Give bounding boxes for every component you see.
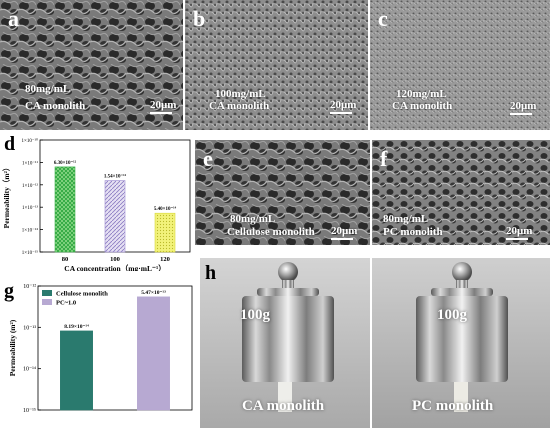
sem-image-e (195, 140, 370, 245)
bar-120 (154, 212, 176, 253)
sem-panel-f: f 80mg/mL PC monolith 20μm (372, 140, 550, 245)
y-tick-label: 1×10⁻¹⁴ (22, 228, 38, 234)
photo-panel-h: h 100g 100g CA monolith PC monolith (200, 258, 550, 428)
y-tick-label: 10⁻¹² (23, 284, 36, 290)
scale-label-a: 20μm (150, 99, 177, 111)
data-label: 1.54×10⁻¹² (104, 174, 127, 180)
bar-100 (104, 180, 126, 253)
chart-panel-d: d 1×10⁻¹⁰ 1×10⁻¹¹ 1×10⁻¹² 1×10⁻¹³ 1×10⁻¹⁴ 1×1… (0, 133, 192, 271)
sem-panel-a: a 80mg/mL CA monolith 20μm (0, 0, 183, 130)
y-tick-label: 1×10⁻¹² (22, 183, 38, 189)
sem-panel-c: c 120mg/mL CA monolith 20μm (370, 0, 550, 130)
x-axis-label: CA concentration（mg·mL⁻¹） (64, 263, 165, 271)
material-label-a: CA monolith (25, 100, 86, 112)
sem-image-c (370, 0, 550, 130)
concentration-label-a: 80mg/mL (25, 83, 71, 95)
panel-label-g: g (4, 280, 14, 302)
data-label: 8.19×10⁻¹⁴ (64, 324, 89, 330)
material-label-e: Cellulose monolith (227, 226, 315, 238)
scale-bar-c (510, 113, 532, 115)
y-axis-label: Permeability (m²) (8, 319, 17, 376)
scale-label-b: 20μm (330, 99, 357, 111)
data-label: 5.40×10⁻¹⁴ (154, 206, 177, 212)
scale-label-c: 20μm (510, 100, 537, 112)
panel-label-b: b (193, 6, 206, 31)
permeability-chart-d: 1×10⁻¹⁰ 1×10⁻¹¹ 1×10⁻¹² 1×10⁻¹³ 1×10⁻¹⁴ 1×10⁻… (1, 138, 191, 271)
y-axis-label: Permeability（m²） (1, 164, 11, 229)
sem-image-b (185, 0, 368, 130)
scale-bar-e (331, 238, 353, 240)
y-tick-label: 10⁻¹³ (23, 325, 36, 331)
chart-panel-g: g 10⁻¹² 10⁻¹³ 10⁻¹⁴ 10⁻¹⁵ 8.19×10⁻¹⁴ 5.47×10⁻… (0, 278, 198, 428)
bar-80 (54, 166, 76, 253)
legend-swatch-0 (42, 290, 52, 296)
data-label: 5.47×10⁻¹³ (141, 290, 166, 296)
material-label-f: PC monolith (383, 226, 443, 238)
scale-label-e: 20μm (331, 225, 358, 237)
permeability-chart-g: 10⁻¹² 10⁻¹³ 10⁻¹⁴ 10⁻¹⁵ 8.19×10⁻¹⁴ 5.47×10⁻¹³… (8, 284, 193, 414)
concentration-label-f: 80mg/mL (383, 213, 429, 225)
y-tick-label: 1×10⁻¹³ (22, 205, 38, 211)
x-tick-label: 100 (110, 256, 120, 263)
panel-label-c: c (378, 6, 388, 31)
data-label: 6.30×10⁻¹² (54, 160, 77, 166)
caption-right: PC monolith (412, 398, 494, 414)
legend-label-1: PC~1.0 (56, 300, 76, 307)
sem-panel-b: b 100mg/mL CA monolith 20μm (185, 0, 368, 130)
material-label-c: CA monolith (392, 100, 453, 112)
scale-bar-a (150, 112, 172, 114)
weight-label-left: 100g (240, 307, 270, 323)
sem-image-f (372, 140, 550, 245)
concentration-label-b: 100mg/mL (215, 88, 266, 100)
bar-cellulose-monolith (60, 330, 93, 411)
weight-right (416, 262, 508, 412)
concentration-label-e: 80mg/mL (230, 213, 276, 225)
plot-frame (37, 285, 193, 411)
y-tick-label: 10⁻¹⁵ (23, 408, 36, 414)
material-label-b: CA monolith (209, 100, 270, 112)
x-tick-label: 120 (160, 256, 170, 263)
weight-left (242, 262, 334, 412)
y-tick-label: 1×10⁻¹¹ (22, 160, 38, 166)
sem-panel-e: e 80mg/mL Cellulose monolith 20μm (195, 140, 370, 245)
legend-swatch-1 (42, 299, 52, 305)
panel-label-e: e (203, 146, 213, 171)
concentration-label-c: 120mg/mL (396, 88, 447, 100)
panel-label-d: d (4, 133, 16, 155)
weight-label-right: 100g (437, 307, 467, 323)
weight-photo (200, 258, 550, 428)
legend-label-0: Cellulose monolith (56, 291, 108, 298)
y-tick-label: 1×10⁻¹⁰ (22, 138, 38, 144)
panel-label-a: a (8, 6, 19, 31)
bar-pc-1-0 (137, 296, 170, 411)
caption-left: CA monolith (242, 398, 325, 414)
x-tick-label: 80 (62, 256, 69, 263)
scale-bar-b (330, 112, 352, 114)
scale-label-f: 20μm (506, 225, 533, 237)
panel-label-f: f (380, 146, 388, 171)
panel-label-h: h (205, 262, 217, 284)
y-tick-label: 10⁻¹⁴ (23, 367, 36, 373)
scale-bar-f (506, 238, 528, 240)
y-tick-label: 1×10⁻¹⁵ (22, 250, 38, 256)
sem-image-a (0, 0, 183, 130)
